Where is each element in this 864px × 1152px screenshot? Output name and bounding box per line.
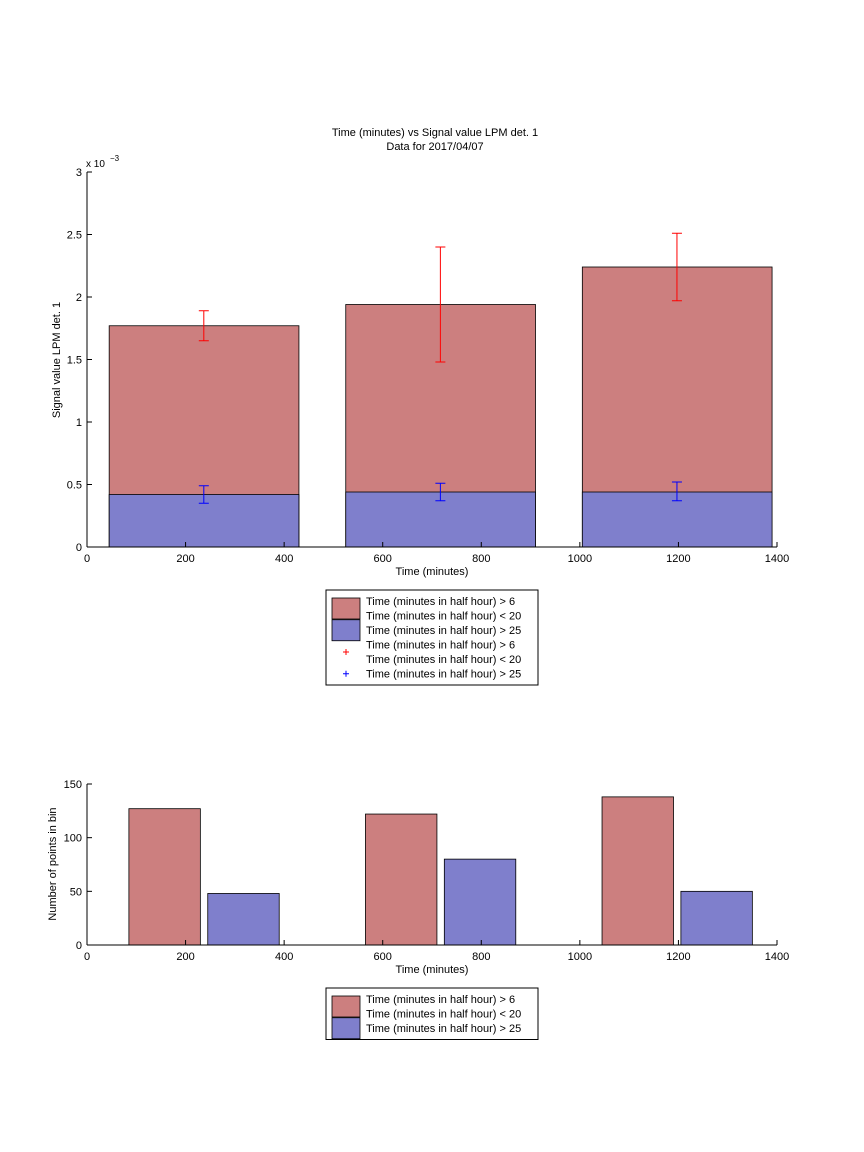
chart1-legend-label: Time (minutes in half hour) < 20: [366, 654, 521, 666]
chart1-legend-label: Time (minutes in half hour) > 6: [366, 596, 515, 608]
chart1-x-axis-label: Time (minutes): [396, 566, 469, 578]
chart1-legend-label: Time (minutes in half hour) > 25: [366, 669, 521, 681]
chart2-x-tick-label: 200: [176, 951, 194, 963]
chart1-y-tick-label: 2: [76, 292, 82, 304]
chart2-legend-label: Time (minutes in half hour) < 20: [366, 1009, 521, 1021]
chart1-x-tick-label: 600: [374, 553, 392, 565]
chart1-legend-marker-red: [343, 649, 349, 655]
chart1-legend-marker-blue: [343, 670, 349, 677]
chart2-x-tick-label: 1400: [765, 951, 789, 963]
chart2-plot-area: 0 200 400 600 800 1000 1200 1400 0 50 100 150: [64, 779, 790, 963]
chart2-legend-box: [325, 987, 539, 1040]
chart1-y-tick-label: 2.5: [67, 230, 82, 242]
chart2-y-tick-label: 100: [64, 833, 82, 845]
chart1-error-bar-red: [198, 310, 209, 342]
chart2-x-tick-label: 800: [472, 951, 490, 963]
chart2-y-tick-label: 50: [70, 886, 82, 898]
chart1-error-bar-blue: [198, 485, 209, 504]
chart1-legend: Time (minutes in half hour) > 6 Time (min…: [325, 589, 539, 686]
chart1-legend-box: [325, 589, 539, 686]
chart1-legend-label: Time (minutes in half hour) > 25: [366, 625, 521, 637]
chart1-x-tick-label: 800: [472, 553, 490, 565]
chart1-y-axis-label: Signal value LPM det. 1: [51, 302, 63, 418]
chart1-x-tick-label: 1200: [666, 553, 690, 565]
chart1-y-scale-exponent: −3: [110, 154, 120, 163]
chart1-error-bar-red: [671, 232, 682, 302]
chart1-legend-label: Time (minutes in half hour) > 6: [366, 640, 515, 652]
chart1-y-scale-factor: x 10 −3: [86, 154, 120, 170]
chart2-legend-swatch-blue: [331, 1017, 361, 1040]
chart2-bar-blue: [680, 890, 753, 946]
chart2-x-tick-label: 400: [275, 951, 293, 963]
chart2-legend-label: Time (minutes in half hour) > 6: [366, 994, 515, 1006]
chart1-y-tick-label: 1.5: [67, 355, 82, 367]
chart2-x-tick-label: 0: [84, 951, 90, 963]
chart1-y-tick-label: 1: [76, 417, 82, 429]
chart2-x-axis-label: Time (minutes): [396, 964, 469, 976]
chart2-y-tick-label: 150: [64, 779, 82, 791]
chart1-y-tick-label: 3: [76, 167, 82, 179]
chart1-y-scale-base: x 10: [86, 159, 105, 170]
chart1-x-tick-label: 200: [176, 553, 194, 565]
chart2-legend: Time (minutes in half hour) > 6 Time (min…: [325, 987, 539, 1040]
chart1-plot-area: 0 200 400 600 800 1000 1200 1400 0 0.5 1 1.5 2 2.5 3: [67, 167, 790, 565]
chart1-legend-label: Time (minutes in half hour) < 20: [366, 611, 521, 623]
chart2-y-axis-label: Number of points in bin: [47, 807, 59, 920]
chart1-error-bar-blue: [435, 482, 446, 502]
chart2-legend-swatch-red: [331, 995, 361, 1018]
chart2-bar-red: [365, 813, 438, 946]
chart2-x-tick-label: 600: [374, 951, 392, 963]
chart2-bar-blue: [443, 858, 517, 946]
chart1-x-tick-label: 400: [275, 553, 293, 565]
chart2-x-tick-label: 1200: [666, 951, 690, 963]
chart1-error-bar-red: [435, 246, 446, 363]
chart1-x-tick-label: 0: [84, 553, 90, 565]
chart2-legend-label: Time (minutes in half hour) > 25: [366, 1023, 521, 1035]
chart2-bar-red: [128, 808, 201, 946]
chart1-error-bar-blue: [671, 481, 682, 502]
chart1-title: Time (minutes) vs Signal value LPM det. …: [332, 127, 538, 139]
chart1-y-tick-label: 0: [76, 542, 82, 554]
chart1-y-tick-label: 0.5: [67, 480, 82, 492]
chart2-bar-red: [601, 796, 674, 946]
chart1-x-tick-label: 1400: [765, 553, 789, 565]
chart1-subtitle: Data for 2017/04/07: [386, 141, 483, 153]
chart1-x-tick-label: 1000: [568, 553, 592, 565]
chart1-legend-swatch-blue: [331, 619, 361, 642]
chart2-bar-blue: [207, 893, 280, 946]
chart2-x-tick-label: 1000: [568, 951, 592, 963]
chart2-y-tick-label: 0: [76, 940, 82, 952]
chart1-legend-swatch-red: [331, 597, 361, 620]
